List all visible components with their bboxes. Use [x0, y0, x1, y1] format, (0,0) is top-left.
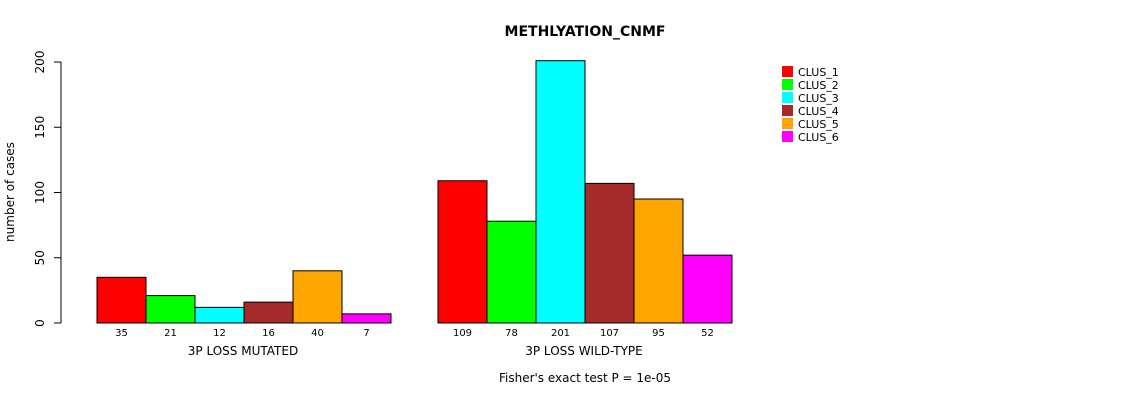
legend-swatch-clus-1	[782, 66, 793, 77]
bar-value-label: 78	[505, 328, 518, 339]
y-tick-label: 200	[33, 51, 47, 74]
legend-swatch-clus-2	[782, 79, 793, 90]
bar-value-label: 21	[164, 328, 177, 339]
bar-clus-6-group-2	[682, 254, 733, 324]
bar-value-label: 40	[311, 328, 324, 339]
bar-clus-4-group-1	[243, 301, 294, 324]
legend-swatch-clus-3	[782, 92, 793, 103]
bar-value-label: 109	[453, 328, 472, 339]
bar-value-label: 107	[600, 328, 619, 339]
bar-clus-2-group-2	[486, 220, 537, 324]
bar-value-label: 52	[701, 328, 714, 339]
bar-clus-3-group-2	[535, 60, 586, 324]
bar-clus-1-group-1	[96, 276, 147, 324]
bar-clus-4-group-2	[584, 182, 635, 324]
bar-clus-6-group-1	[341, 313, 392, 324]
bar-value-label: 7	[363, 328, 369, 339]
bar-clus-5-group-1	[292, 270, 343, 324]
legend-label-clus-4: CLUS_4	[798, 105, 839, 118]
bar-clus-5-group-2	[633, 198, 684, 324]
bar-clus-2-group-1	[145, 295, 196, 324]
bar-clus-3-group-1	[194, 306, 245, 324]
group-label-wild-type: 3P LOSS WILD-TYPE	[525, 344, 642, 358]
y-axis-label: number of cases	[3, 142, 17, 242]
legend-label-clus-2: CLUS_2	[798, 79, 839, 92]
chart-title: METHLYATION_CNMF	[505, 24, 666, 40]
bar-value-label: 35	[115, 328, 128, 339]
legend-label-clus-1: CLUS_1	[798, 66, 839, 79]
bar-clus-1-group-2	[437, 180, 488, 324]
y-tick-label: 50	[33, 250, 47, 265]
legend-swatch-clus-5	[782, 118, 793, 129]
legend-label-clus-6: CLUS_6	[798, 131, 839, 144]
bar-value-label: 201	[551, 328, 570, 339]
bar-value-label: 95	[652, 328, 665, 339]
legend-label-clus-3: CLUS_3	[798, 92, 839, 105]
bar-value-label: 16	[262, 328, 275, 339]
bar-value-label: 12	[213, 328, 226, 339]
y-tick-label: 0	[33, 319, 47, 327]
bar-value-labels: 35 21 12 16 40 7 109 78 201 107 95 52	[115, 328, 714, 339]
legend-swatch-clus-6	[782, 131, 793, 142]
legend-label-clus-5: CLUS_5	[798, 118, 839, 131]
legend-swatch-clus-4	[782, 105, 793, 116]
bars	[96, 60, 733, 324]
y-axis-ticks: 0 50 100 150 200	[33, 51, 61, 327]
group-label-mutated: 3P LOSS MUTATED	[188, 344, 298, 358]
y-tick-label: 100	[33, 181, 47, 204]
footnote: Fisher's exact test P = 1e-05	[499, 371, 671, 385]
y-tick-label: 150	[33, 116, 47, 139]
